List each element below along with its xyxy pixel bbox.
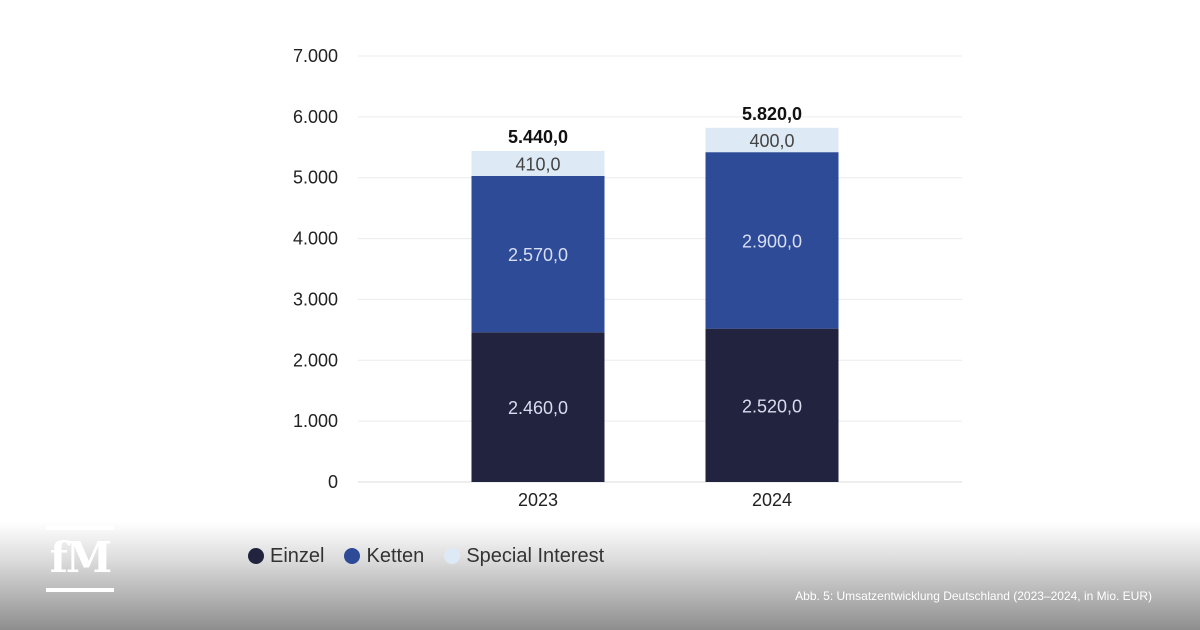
x-category-label: 2024 [752,490,792,510]
figure-caption: Abb. 5: Umsatzentwicklung Deutschland (2… [795,589,1152,603]
segment-value-label: 400,0 [749,131,794,151]
y-tick-label: 7.000 [293,46,338,66]
x-axis-categories: 2023 2024 [518,490,792,510]
y-tick-label: 2.000 [293,350,338,370]
bar-segment [705,152,839,329]
legend-label-einzel: Einzel [270,544,325,567]
segment-value-label: 2.520,0 [742,396,802,416]
segment-value-label: 2.570,0 [508,245,568,265]
legend-label-special-interest: Special Interest [466,544,605,567]
bar-segment [471,175,605,333]
legend-swatch-ketten [344,548,361,564]
legend-swatch-einzel [248,548,264,564]
segment-value-label: 2.900,0 [742,231,802,251]
bar-total-label: 5.440,0 [508,127,568,147]
bar-segment [471,332,605,482]
legend-swatch-special-interest [444,548,461,564]
y-tick-label: 0 [328,472,338,492]
footer-band [0,522,1200,630]
bar-segment [705,127,839,153]
bars [471,127,839,482]
legend-item-ketten: Ketten [344,545,424,568]
y-tick-label: 5.000 [293,168,338,188]
bar-segment [705,328,839,482]
y-tick-label: 3.000 [293,289,338,309]
segment-value-label: 410,0 [515,154,560,174]
y-axis-ticks: 0 1.000 2.000 3.000 4.000 5.000 6.000 7.000 [293,46,338,492]
x-category-label: 2023 [518,490,558,510]
legend: Einzel Ketten Special Interest [248,542,604,570]
segment-value-label: 2.460,0 [508,398,568,418]
y-tick-label: 1.000 [293,411,338,431]
legend-label-ketten: Ketten [366,544,425,567]
bar-total-label: 5.820,0 [742,104,802,124]
y-tick-label: 6.000 [293,107,338,127]
grid-lines [358,55,962,483]
brand-logo: fM [46,526,114,592]
bar-segment [471,150,605,176]
legend-item-einzel: Einzel [248,545,324,568]
data-labels: 2.460,0 2.570,0 410,0 5.440,0 2.520,0 2.900,0… [508,104,802,418]
y-tick-label: 4.000 [293,229,338,249]
legend-item-special-interest: Special Interest [444,545,604,568]
